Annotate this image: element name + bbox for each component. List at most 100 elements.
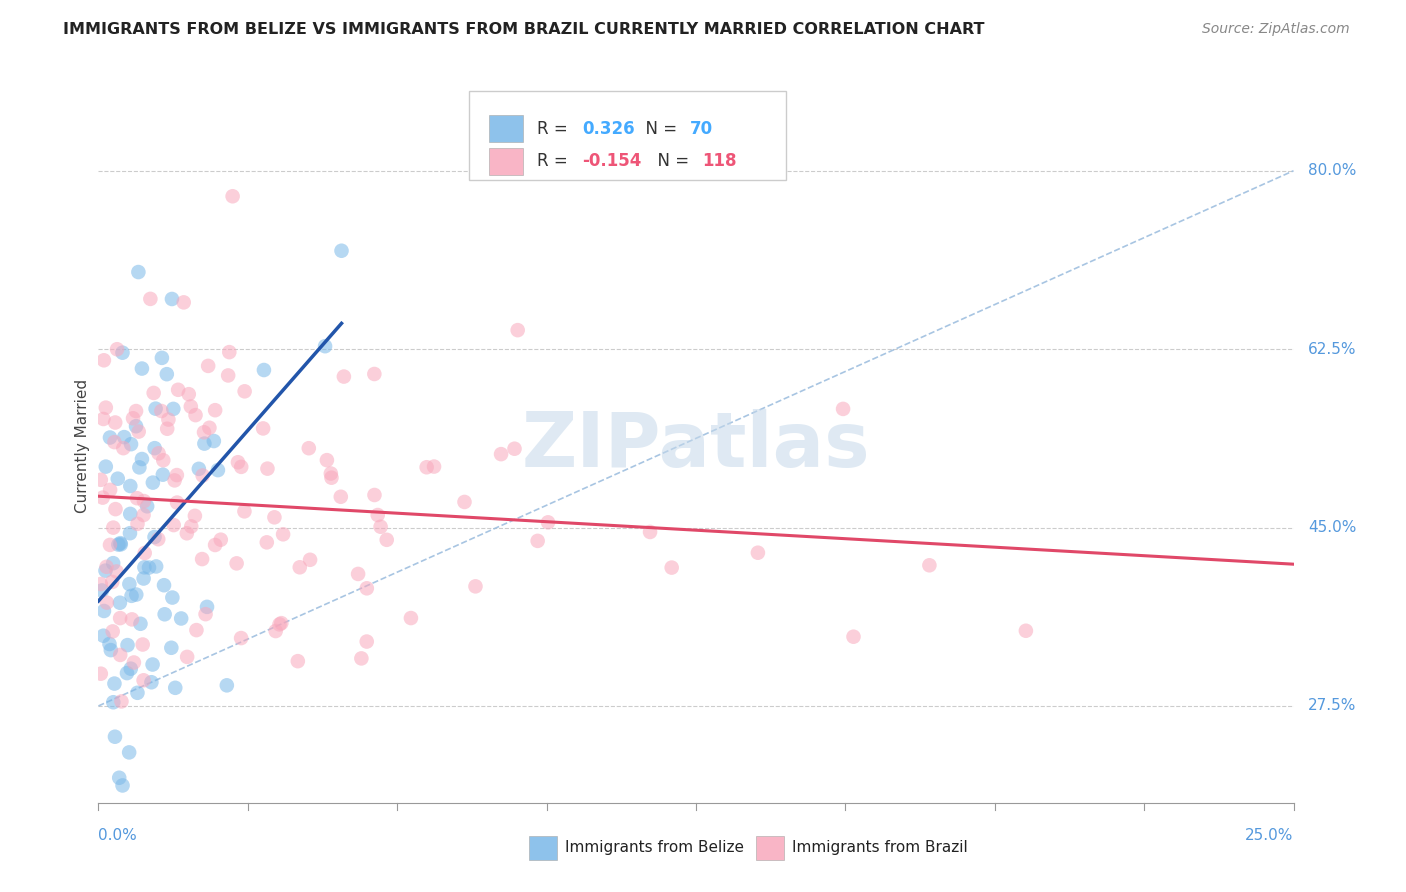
Point bbox=[107, 472, 129, 486]
Point bbox=[98, 483, 121, 497]
Point bbox=[118, 577, 141, 591]
Point bbox=[110, 537, 132, 551]
Point bbox=[152, 467, 174, 482]
Point bbox=[194, 607, 217, 621]
Point bbox=[150, 404, 173, 418]
Point bbox=[333, 369, 356, 384]
Point bbox=[506, 323, 529, 337]
Text: 45.0%: 45.0% bbox=[1308, 520, 1357, 535]
Point bbox=[107, 538, 129, 552]
Point bbox=[415, 460, 437, 475]
Point bbox=[233, 504, 256, 518]
Point bbox=[90, 577, 112, 591]
Point bbox=[94, 401, 117, 415]
Point bbox=[128, 425, 150, 439]
Point bbox=[153, 607, 176, 622]
Point bbox=[120, 507, 142, 521]
Point bbox=[136, 500, 159, 514]
Point bbox=[195, 599, 218, 614]
Text: 0.0%: 0.0% bbox=[98, 828, 138, 843]
Point bbox=[363, 488, 385, 502]
Point bbox=[184, 408, 207, 422]
Point bbox=[271, 527, 294, 541]
Point bbox=[367, 508, 389, 522]
Point bbox=[191, 552, 214, 566]
Point bbox=[104, 730, 127, 744]
Point bbox=[117, 638, 139, 652]
Text: -0.154: -0.154 bbox=[582, 153, 641, 170]
Point bbox=[112, 441, 135, 455]
Point bbox=[256, 535, 278, 549]
Point bbox=[316, 453, 339, 467]
Point bbox=[120, 662, 142, 676]
Point bbox=[91, 583, 114, 598]
Point bbox=[101, 624, 124, 639]
Point bbox=[111, 779, 134, 793]
Point bbox=[98, 430, 121, 444]
Point bbox=[180, 400, 202, 414]
Point bbox=[356, 634, 378, 648]
Point bbox=[299, 553, 322, 567]
Point bbox=[163, 518, 186, 533]
Point bbox=[125, 491, 148, 506]
Point bbox=[142, 386, 165, 401]
Point bbox=[638, 524, 661, 539]
Point bbox=[217, 368, 239, 383]
Point bbox=[537, 516, 560, 530]
Point bbox=[132, 494, 155, 508]
Text: 62.5%: 62.5% bbox=[1308, 342, 1357, 357]
Point bbox=[167, 383, 190, 397]
Point bbox=[197, 359, 219, 373]
Bar bbox=[489, 148, 523, 175]
Point bbox=[104, 416, 127, 430]
Point bbox=[256, 461, 278, 475]
Point bbox=[127, 686, 149, 700]
Point bbox=[453, 495, 475, 509]
Point bbox=[270, 616, 292, 631]
Point bbox=[143, 441, 166, 455]
Text: R =: R = bbox=[537, 153, 574, 170]
Point bbox=[180, 519, 202, 533]
Text: N =: N = bbox=[636, 120, 682, 137]
Point bbox=[93, 412, 115, 426]
Point bbox=[103, 521, 125, 535]
Point bbox=[177, 387, 200, 401]
Point bbox=[150, 351, 173, 365]
Point bbox=[263, 510, 285, 524]
Point bbox=[131, 361, 153, 376]
Point bbox=[231, 459, 253, 474]
Point bbox=[209, 533, 232, 547]
Point bbox=[156, 367, 179, 381]
Point bbox=[264, 624, 287, 638]
Point bbox=[145, 401, 167, 416]
Point bbox=[96, 596, 118, 610]
Point bbox=[423, 459, 446, 474]
Point bbox=[125, 588, 148, 602]
Point bbox=[122, 411, 145, 425]
Point bbox=[176, 526, 198, 541]
Point bbox=[207, 463, 229, 477]
Point bbox=[131, 452, 153, 467]
Point bbox=[225, 557, 247, 571]
Point bbox=[464, 579, 486, 593]
Point bbox=[193, 436, 215, 450]
Text: R =: R = bbox=[537, 120, 574, 137]
Point bbox=[160, 292, 183, 306]
Point bbox=[157, 412, 180, 426]
Point bbox=[105, 343, 128, 357]
Point bbox=[103, 695, 125, 709]
Point bbox=[98, 637, 121, 651]
Point bbox=[253, 363, 276, 377]
Point bbox=[166, 468, 188, 483]
Point bbox=[105, 565, 128, 579]
Point bbox=[1015, 624, 1038, 638]
Point bbox=[118, 526, 141, 541]
Point bbox=[148, 446, 170, 460]
Point bbox=[91, 491, 114, 505]
Point bbox=[96, 559, 118, 574]
Point bbox=[363, 367, 385, 381]
Point bbox=[129, 616, 152, 631]
Point bbox=[330, 244, 353, 258]
Point bbox=[204, 403, 226, 417]
Point bbox=[111, 345, 134, 359]
